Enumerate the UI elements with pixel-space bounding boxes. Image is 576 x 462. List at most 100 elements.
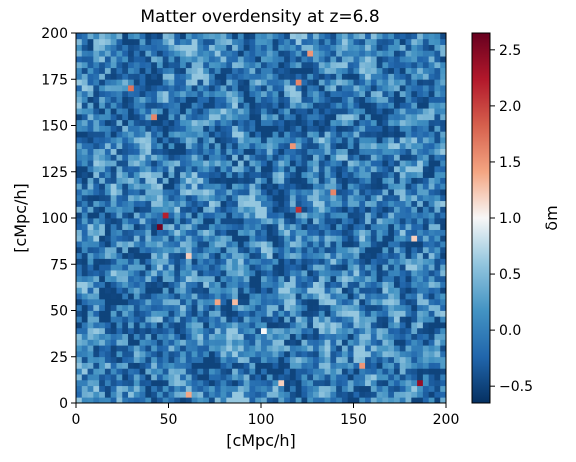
heatmap-cell <box>255 131 262 138</box>
heatmap-cell <box>162 339 169 346</box>
heatmap-cell <box>81 67 88 74</box>
heatmap-cell <box>214 194 221 202</box>
heatmap-cell <box>278 218 285 225</box>
heatmap-cell <box>324 212 331 219</box>
heatmap-cell <box>110 374 117 381</box>
heatmap-cell <box>272 142 279 150</box>
heatmap-cell <box>243 275 250 282</box>
heatmap-cell <box>156 252 164 259</box>
heatmap-cell <box>185 258 193 265</box>
heatmap-cell <box>226 44 233 51</box>
heatmap-cell <box>81 275 88 282</box>
heatmap-cell <box>197 44 204 51</box>
heatmap-cell <box>174 270 181 277</box>
heatmap-cell <box>191 79 198 86</box>
heatmap-cell <box>180 212 187 219</box>
heatmap-cell <box>261 113 268 121</box>
heatmap-cell <box>359 102 366 109</box>
heatmap-cell <box>405 246 412 254</box>
heatmap-cell <box>180 137 187 144</box>
heatmap-cell <box>139 33 146 40</box>
heatmap-cell <box>249 287 256 294</box>
heatmap-cell <box>185 298 193 306</box>
heatmap-cell <box>116 235 123 242</box>
heatmap-cell <box>99 252 106 259</box>
heatmap-cell <box>301 50 308 57</box>
heatmap-cell <box>318 246 325 254</box>
heatmap-cell <box>203 241 210 248</box>
heatmap-cell <box>261 38 268 45</box>
heatmap-cell <box>93 85 100 92</box>
heatmap-cell <box>122 38 129 45</box>
heatmap-cell <box>156 310 164 317</box>
heatmap-cell <box>382 171 389 178</box>
heatmap-cell <box>301 379 308 387</box>
heatmap-cell <box>185 235 193 242</box>
heatmap-cell <box>203 258 210 265</box>
heatmap-cell <box>220 85 227 92</box>
heatmap-cell <box>76 85 83 92</box>
heatmap-cell <box>93 177 100 184</box>
heatmap-cell <box>307 194 314 202</box>
heatmap-cell <box>226 345 233 352</box>
heatmap-cell <box>313 397 320 404</box>
heatmap-cell <box>261 322 268 329</box>
heatmap-cell <box>180 322 187 329</box>
heatmap-cell <box>76 113 83 121</box>
heatmap-cell <box>104 102 112 109</box>
heatmap-cell <box>266 212 273 219</box>
heatmap-cell <box>203 310 210 317</box>
heatmap-cell <box>289 229 297 236</box>
heatmap-cell <box>76 33 83 40</box>
heatmap-cell <box>330 264 337 271</box>
heatmap-cell <box>81 304 88 311</box>
heatmap-cell <box>341 293 349 300</box>
heatmap-cell <box>393 61 401 69</box>
heatmap-cell <box>341 391 349 398</box>
heatmap-cell <box>203 235 210 242</box>
heatmap-cell <box>278 96 285 103</box>
heatmap-cell <box>122 142 129 150</box>
heatmap-cell <box>99 131 106 138</box>
heatmap-cell <box>405 67 412 74</box>
heatmap-cell <box>232 281 239 288</box>
heatmap-cell <box>261 85 268 92</box>
heatmap-cell <box>318 50 325 57</box>
heatmap-cell <box>162 33 169 40</box>
heatmap-cell <box>393 218 401 225</box>
heatmap-cell <box>330 252 337 259</box>
heatmap-cell <box>261 252 268 259</box>
heatmap-cell <box>122 368 129 375</box>
heatmap-cell <box>185 113 193 121</box>
heatmap-cell <box>249 183 256 190</box>
heatmap-cell <box>145 391 152 398</box>
heatmap-cell <box>399 137 406 144</box>
heatmap-cell <box>156 385 164 392</box>
heatmap-cell <box>180 385 187 392</box>
y-tick-label: 150 <box>41 119 68 135</box>
heatmap-cell <box>191 44 198 51</box>
heatmap-cell <box>318 90 325 97</box>
heatmap-cell <box>122 322 129 329</box>
heatmap-cell <box>336 298 343 306</box>
heatmap-cell <box>145 96 152 103</box>
heatmap-cell <box>226 102 233 109</box>
heatmap-cell <box>295 148 302 155</box>
heatmap-cell <box>162 148 169 155</box>
heatmap-cell <box>388 223 395 230</box>
heatmap-cell <box>87 137 94 144</box>
heatmap-cell <box>301 264 308 271</box>
heatmap-cell <box>237 281 245 288</box>
heatmap-cell <box>104 73 112 80</box>
heatmap-cell <box>208 108 216 115</box>
heatmap-cell <box>139 235 146 242</box>
heatmap-cell <box>214 189 221 196</box>
heatmap-cell <box>295 345 302 352</box>
heatmap-cell <box>145 252 152 259</box>
heatmap-cell <box>324 154 331 161</box>
heatmap-cell <box>156 148 164 155</box>
heatmap-cell <box>388 397 395 404</box>
heatmap-cell <box>440 85 447 92</box>
heatmap-cell <box>156 229 164 236</box>
heatmap-cell <box>359 183 366 190</box>
